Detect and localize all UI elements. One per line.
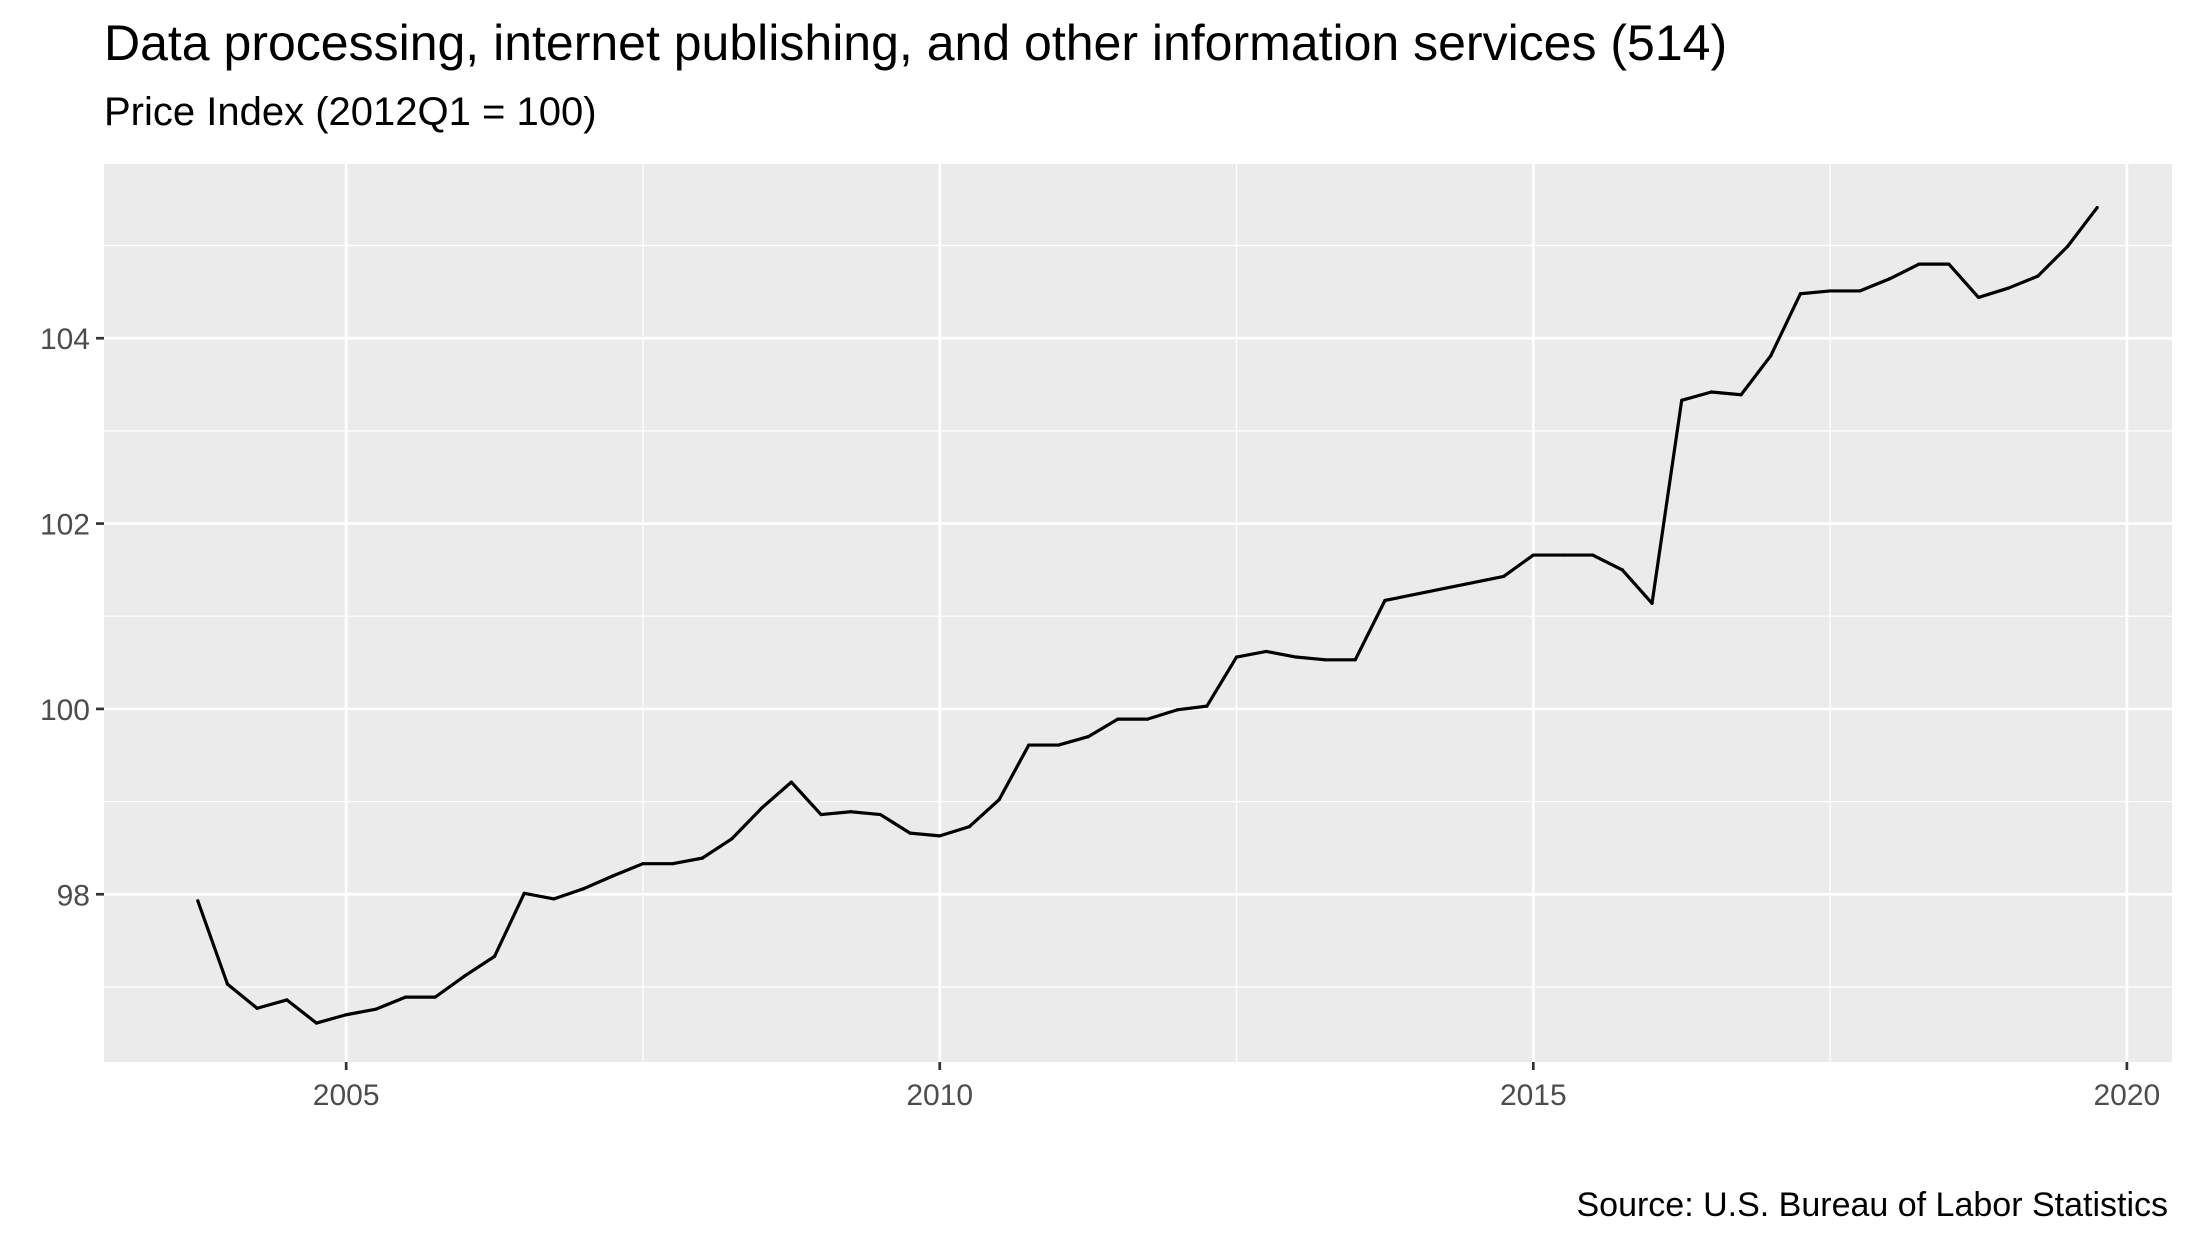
data-point <box>878 812 882 817</box>
data-point <box>433 995 437 999</box>
data-point <box>1709 390 1713 394</box>
data-point <box>582 887 586 891</box>
data-point <box>671 862 675 866</box>
data-point <box>1680 398 1684 402</box>
x-tick-label: 2020 <box>2094 1079 2161 1112</box>
data-point <box>1323 658 1328 662</box>
data-point <box>819 812 823 817</box>
data-point <box>2095 205 2099 210</box>
data-point <box>1294 655 1298 659</box>
data-point <box>1561 553 1565 557</box>
chart-subtitle: Price Index (2012Q1 = 100) <box>104 90 597 134</box>
data-point <box>255 1006 259 1010</box>
data-point <box>2065 244 2070 249</box>
data-point <box>552 897 556 901</box>
data-point <box>1947 262 1951 266</box>
data-point <box>1353 658 1357 662</box>
data-point <box>1502 574 1506 578</box>
data-point <box>225 982 230 986</box>
x-tick-label: 2005 <box>313 1079 380 1112</box>
data-point <box>1056 743 1061 747</box>
data-point <box>374 1007 378 1011</box>
major-gridlines <box>104 164 2172 1062</box>
data-point <box>1027 743 1031 747</box>
price-index-points <box>196 205 2099 1025</box>
data-point <box>1205 704 1209 708</box>
data-point <box>344 1013 348 1017</box>
data-point <box>1620 568 1624 572</box>
data-point <box>314 1021 319 1025</box>
data-point <box>938 834 942 838</box>
data-point <box>1976 295 1981 300</box>
chart-title: Data processing, internet publishing, an… <box>104 15 1728 71</box>
data-point <box>1383 598 1387 603</box>
data-point <box>463 974 467 978</box>
y-tick-label: 100 <box>40 694 90 727</box>
y-tick-label: 104 <box>40 323 90 356</box>
data-point <box>967 825 972 829</box>
data-point <box>908 831 912 835</box>
data-point <box>1650 601 1654 605</box>
data-point <box>789 780 793 784</box>
axis-tick-labels: 2005 2010 2015 2020 98 100 102 104 <box>40 323 2160 1112</box>
y-tick-label: 102 <box>40 509 90 542</box>
data-point <box>196 899 200 903</box>
data-point <box>1917 262 1921 266</box>
data-point <box>1769 354 1773 358</box>
data-point <box>1739 393 1743 397</box>
data-point <box>1798 292 1803 296</box>
data-point <box>849 810 853 814</box>
data-point <box>700 856 704 860</box>
data-point <box>997 798 1001 802</box>
data-point <box>1858 289 1862 293</box>
data-point <box>1175 708 1179 712</box>
axis-ticks <box>96 336 2129 1070</box>
data-point <box>611 874 615 878</box>
data-point <box>2006 286 2010 290</box>
plot-panel <box>104 164 2172 1062</box>
data-point <box>760 806 764 810</box>
data-point <box>2036 274 2040 278</box>
x-tick-label: 2015 <box>1500 1079 1567 1112</box>
data-point <box>641 862 645 866</box>
price-index-line <box>196 206 2099 1025</box>
data-point <box>1086 735 1090 739</box>
data-point <box>1887 277 1892 281</box>
x-tick-label: 2010 <box>906 1079 973 1112</box>
data-point <box>1828 289 1832 293</box>
data-point <box>1116 717 1120 721</box>
data-point <box>522 891 526 895</box>
data-point <box>285 998 289 1002</box>
minor-gridlines <box>104 164 2172 1062</box>
data-point <box>730 837 734 841</box>
y-tick-label: 98 <box>57 879 90 912</box>
data-point <box>1145 717 1150 721</box>
data-point <box>1234 655 1239 659</box>
data-point <box>403 995 408 999</box>
data-point <box>1264 649 1268 654</box>
data-point <box>1591 553 1595 557</box>
source-caption: Source: U.S. Bureau of Labor Statistics <box>1576 1186 2168 1224</box>
data-point <box>492 954 497 958</box>
data-point <box>1531 553 1535 557</box>
